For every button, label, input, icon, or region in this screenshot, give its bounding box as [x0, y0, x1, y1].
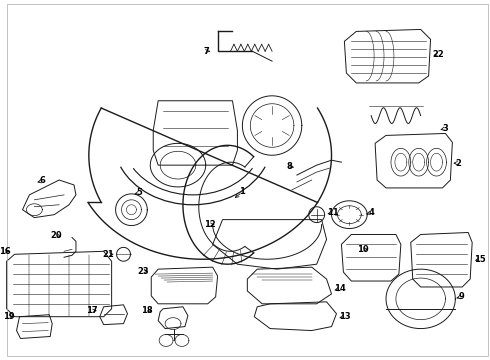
Text: 5: 5: [136, 188, 142, 197]
Text: 15: 15: [474, 255, 486, 264]
Text: 9: 9: [459, 292, 464, 301]
Text: 10: 10: [357, 245, 369, 254]
Text: 14: 14: [334, 284, 345, 293]
Text: 19: 19: [3, 312, 14, 321]
Text: 12: 12: [204, 220, 216, 229]
Text: 22: 22: [433, 50, 444, 59]
Text: 2: 2: [455, 159, 461, 168]
Text: 17: 17: [86, 306, 98, 315]
Text: 18: 18: [142, 306, 153, 315]
Text: 3: 3: [442, 124, 448, 133]
Text: 6: 6: [39, 176, 45, 185]
Text: 8: 8: [286, 162, 292, 171]
Text: 13: 13: [339, 312, 350, 321]
Text: 16: 16: [0, 247, 10, 256]
Text: 7: 7: [204, 47, 210, 56]
Text: 20: 20: [50, 231, 62, 240]
Text: 23: 23: [138, 267, 149, 276]
Text: 21: 21: [103, 250, 115, 259]
Text: 4: 4: [368, 208, 374, 217]
Text: 1: 1: [240, 188, 245, 197]
Text: 11: 11: [327, 208, 339, 217]
